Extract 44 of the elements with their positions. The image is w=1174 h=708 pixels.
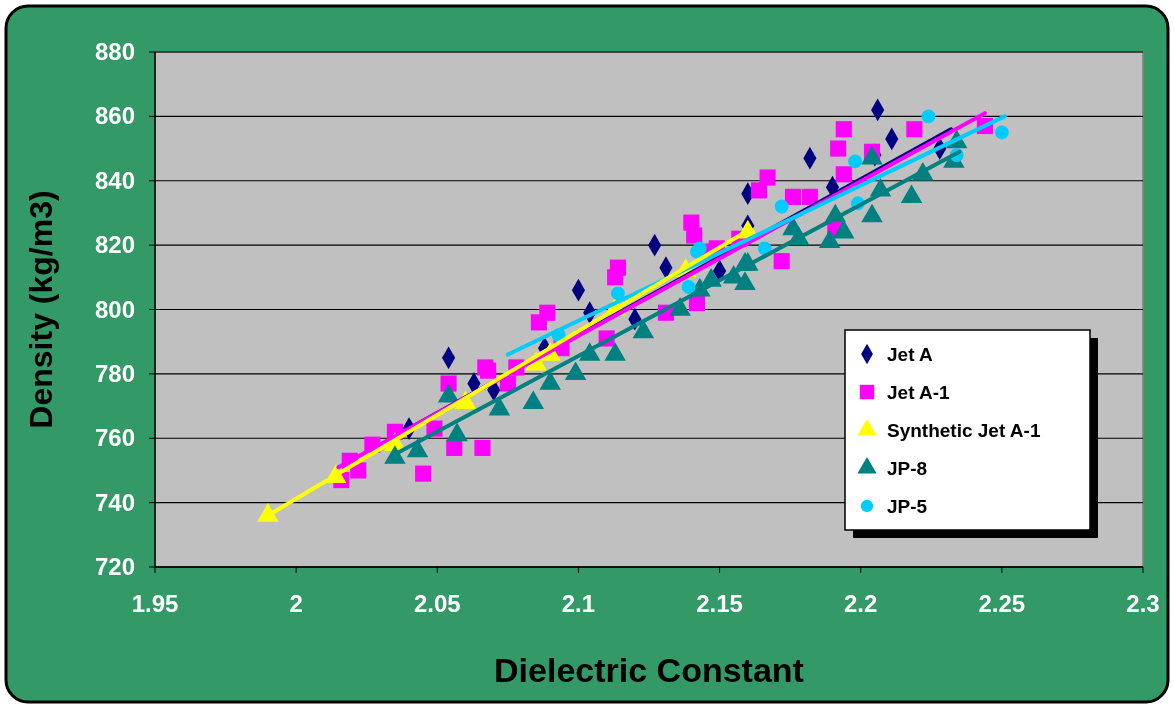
legend-label: Jet A: [887, 344, 934, 365]
point: [773, 253, 790, 270]
y-tick-label: 840: [94, 166, 135, 194]
y-axis-title: Density (kg/m3): [23, 190, 59, 429]
point: [774, 199, 789, 214]
point: [830, 140, 847, 157]
point: [681, 280, 696, 294]
y-tick-label: 740: [94, 488, 135, 516]
x-tick-label: 2.05: [413, 590, 461, 617]
y-tick-label: 800: [94, 295, 135, 323]
x-tick-label: 1.95: [131, 590, 179, 617]
x-axis-title: Dielectric Constant: [494, 651, 804, 689]
point: [921, 109, 936, 124]
point: [994, 125, 1009, 140]
point: [784, 188, 802, 205]
legend-label: Synthetic Jet A-1: [887, 420, 1041, 441]
legend-label: JP-5: [887, 496, 928, 517]
y-tick-label: 820: [94, 231, 135, 259]
point: [906, 121, 923, 138]
point: [530, 314, 547, 331]
x-tick-label: 2.2: [844, 590, 878, 617]
point: [474, 439, 491, 456]
point: [607, 269, 624, 286]
legend-label: JP-8: [887, 458, 928, 479]
x-tick-label: 2.15: [696, 590, 743, 617]
y-tick-label: 720: [94, 553, 135, 580]
point: [751, 182, 768, 199]
point: [848, 154, 862, 169]
x-tick-label: 2.25: [978, 590, 1026, 617]
legend-label: Jet A-1: [887, 382, 951, 403]
y-tick-label: 760: [94, 424, 135, 452]
point: [686, 227, 703, 244]
y-tick-label: 880: [94, 38, 135, 65]
point: [415, 465, 432, 482]
point: [611, 286, 625, 301]
point: [835, 166, 852, 183]
x-tick-label: 2.3: [1126, 590, 1160, 617]
point: [835, 121, 852, 138]
y-tick-label: 860: [94, 102, 135, 130]
x-tick-label: 2: [289, 590, 303, 617]
point: [801, 188, 818, 205]
point: [446, 439, 463, 456]
y-tick-label: 780: [94, 359, 135, 387]
x-tick-label: 2.1: [561, 590, 596, 617]
